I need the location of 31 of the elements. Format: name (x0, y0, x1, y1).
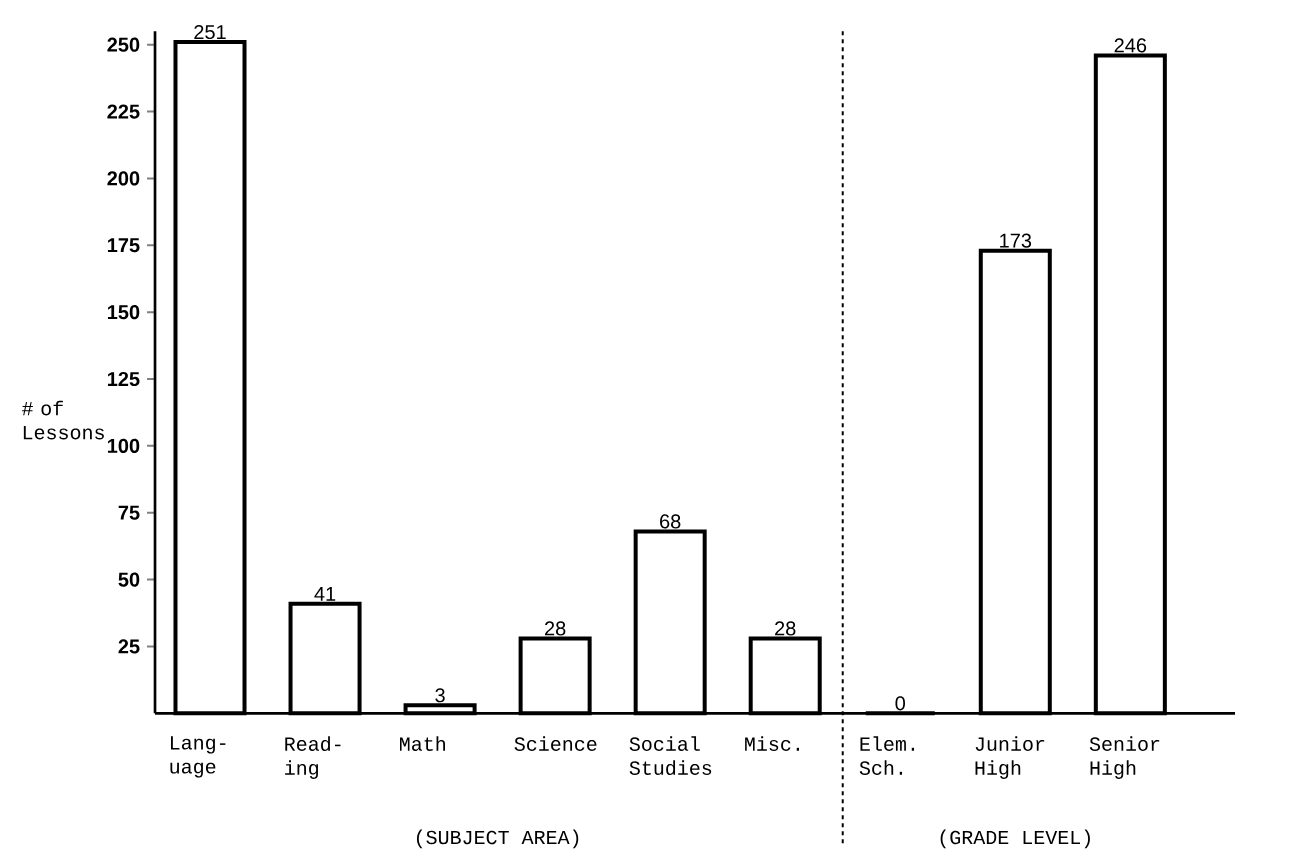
y-tick-label: 200 (107, 171, 140, 186)
data-label: 0 (895, 696, 906, 711)
x-tick-label: Misc. (745, 736, 800, 751)
text: (SUBJECT AREA) (416, 829, 579, 849)
y-tick-label: 50 (118, 572, 140, 587)
data-label: 3 (435, 688, 445, 703)
x-tick-label: Elem. Sch. (859, 736, 915, 775)
y-tick-label: 100 (107, 438, 140, 453)
data-label: 251 (194, 24, 226, 40)
y-tick-label: 175 (107, 238, 140, 253)
y-axis-title: # of Lessons (22, 400, 104, 440)
x-tick-label: Lang- uage (170, 736, 226, 778)
data-label: 41 (314, 586, 336, 601)
data-label: 173 (1000, 233, 1032, 248)
x-tick-label: Junior High (975, 736, 1045, 779)
x-tick-label: Read- ing (285, 736, 341, 779)
y-tick-label: 75 (118, 505, 140, 520)
x-tick-label: Social Studies (629, 736, 712, 775)
data-label: 246 (1114, 38, 1147, 53)
data-label: 28 (775, 621, 796, 636)
y-tick-label: 25 (118, 639, 140, 654)
x-tick-label: Science (514, 736, 597, 751)
y-tick-label: 125 (107, 371, 140, 387)
y-tick-label: 250 (107, 37, 140, 52)
data-label: 68 (660, 514, 681, 529)
y-tick-label: 225 (107, 104, 140, 119)
y-tick-label: 150 (107, 305, 140, 320)
x-tick-label: Math (400, 736, 445, 751)
x-tick-label: Senior High (1089, 736, 1160, 779)
text: (GRADE LEVEL) (940, 829, 1090, 849)
data-label: 28 (545, 621, 566, 636)
